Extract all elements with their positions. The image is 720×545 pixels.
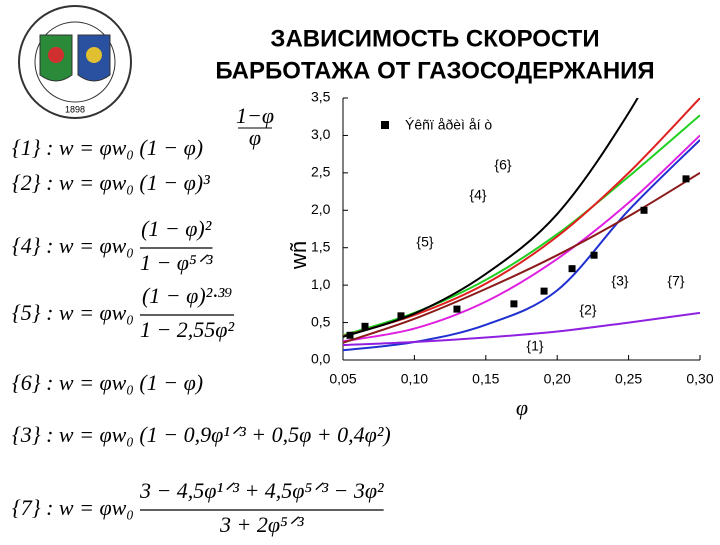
curve-label: {5} [416, 234, 433, 250]
y-tick-label: 1,5 [311, 238, 331, 254]
data-point [540, 287, 548, 295]
data-point [361, 322, 369, 330]
data-point [568, 265, 576, 273]
formula: {4} : w = φw₀ [12, 233, 134, 258]
fraction-num: 1−φ [236, 103, 274, 128]
y-tick-label: 2,5 [311, 164, 331, 180]
curve [343, 114, 700, 337]
curve [343, 172, 700, 344]
curve-label: {4} [469, 187, 486, 203]
fraction-den: φ [249, 125, 261, 150]
curve-label: {1} [526, 338, 543, 354]
curve-label: {6} [494, 157, 511, 173]
x-tick-label: 0,10 [401, 371, 428, 387]
formula-denominator: 1 − 2,55φ² [140, 317, 235, 342]
y-tick-label: 3,0 [311, 126, 331, 142]
formula: {6} : w = φw₀ (1 − φ) [12, 370, 203, 395]
formula-numerator: (1 − φ)² [141, 216, 212, 241]
formula-denominator: 1 − φ⁵ᐟ³ [140, 250, 213, 275]
formula: {3} : w = φw₀ (1 − 0,9φ¹ᐟ³ + 0,5φ + 0,4φ… [12, 422, 391, 447]
y-tick-label: 1,0 [311, 276, 331, 292]
data-point [590, 251, 598, 259]
data-point [682, 175, 690, 183]
data-point [397, 312, 405, 320]
formula-numerator: 3 − 4,5φ¹ᐟ³ + 4,5φ⁵ᐟ³ − 3φ² [139, 478, 384, 503]
x-axis-label: φ [516, 395, 528, 420]
curve-label: {2} [579, 302, 596, 318]
curve [343, 311, 700, 347]
formula: {2} : w = φw₀ (1 − φ)³ [12, 170, 210, 195]
data-point [453, 305, 461, 313]
curve [343, 134, 700, 343]
data-point [346, 331, 354, 339]
plot-area [343, 98, 700, 352]
x-tick-label: 0,15 [472, 371, 499, 387]
x-tick-label: 0,30 [686, 371, 713, 387]
y-tick-label: 2,0 [311, 201, 331, 217]
data-point [640, 206, 648, 214]
x-tick-label: 0,05 [329, 371, 356, 387]
formula-denominator: 3 + 2φ⁵ᐟ³ [219, 512, 304, 537]
x-tick-label: 0,20 [544, 371, 571, 387]
formula: {1} : w = φw₀ (1 − φ) [12, 135, 203, 160]
data-point [510, 300, 518, 308]
curve [343, 98, 639, 338]
y-tick-label: 0,5 [311, 313, 331, 329]
logo-year: 1898 [65, 104, 85, 114]
y-tick-label: 0,0 [311, 351, 331, 367]
formula-numerator: (1 − φ)²·³⁹ [142, 283, 232, 308]
curve-label: {7} [667, 273, 684, 289]
title: ЗАВИСИМОСТЬ СКОРОСТИ [270, 25, 599, 52]
curve [343, 98, 700, 338]
formula: {5} : w = φw₀ [12, 300, 134, 325]
legend-label: Ýêñï åðèì åí ò [405, 117, 492, 133]
formula: {7} : w = φw₀ [12, 495, 134, 520]
legend-marker [381, 121, 389, 129]
x-tick-label: 0,25 [615, 371, 642, 387]
y-tick-label: 3,5 [311, 89, 331, 105]
y-axis-label: wñ [286, 241, 311, 270]
logo: 1898 [18, 5, 132, 119]
curve-label: {3} [611, 273, 628, 289]
title: БАРБОТАЖА ОТ ГАЗОСОДЕРЖАНИЯ [215, 57, 654, 84]
